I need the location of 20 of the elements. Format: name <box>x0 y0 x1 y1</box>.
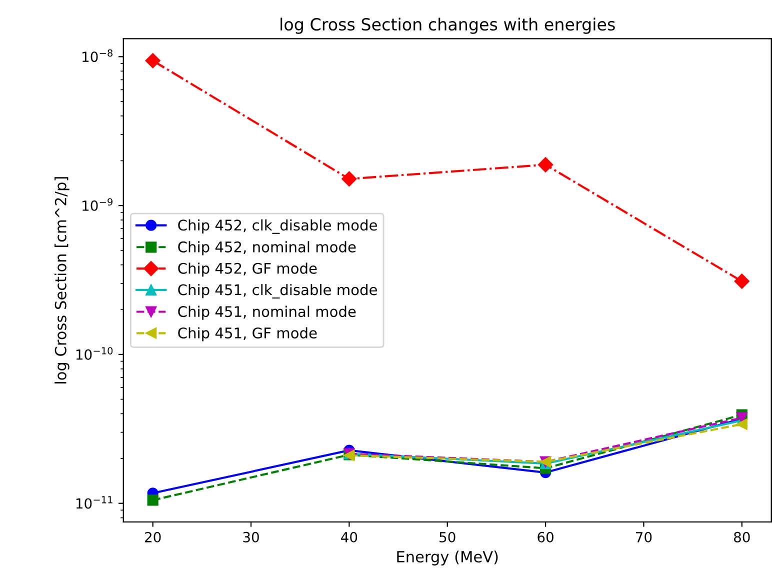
y-tick-label: 10$^{−8}$ <box>82 49 112 62</box>
chart-title: log Cross Section changes with energies <box>280 18 615 34</box>
legend-label: Chip 452, nominal mode <box>178 241 356 256</box>
x-tick-label: 30 <box>243 532 259 542</box>
x-tick-label: 50 <box>440 532 456 542</box>
y-axis-title: log Cross Section [cm^2/p] <box>54 177 70 384</box>
legend-label: Chip 452, GF mode <box>178 262 317 277</box>
x-tick-label: 80 <box>734 532 750 542</box>
y-tick-label: 10$^{−11}$ <box>76 496 112 509</box>
x-tick-label: 40 <box>341 532 358 542</box>
y-tick-label: 10$^{−10}$ <box>76 347 113 360</box>
x-tick-label: 70 <box>636 532 652 542</box>
legend-label: Chip 451, clk_disable mode <box>178 284 377 298</box>
legend-label: Chip 451, GF mode <box>178 327 317 342</box>
legend-label: Chip 451, nominal mode <box>178 306 356 320</box>
x-tick-label: 20 <box>145 532 161 542</box>
legend-label: Chip 452, clk_disable mode <box>178 219 377 234</box>
x-tick-label: 60 <box>538 532 554 542</box>
x-axis-title: Energy (MeV) <box>397 550 498 566</box>
y-tick-label: 10$^{−9}$ <box>82 198 112 211</box>
